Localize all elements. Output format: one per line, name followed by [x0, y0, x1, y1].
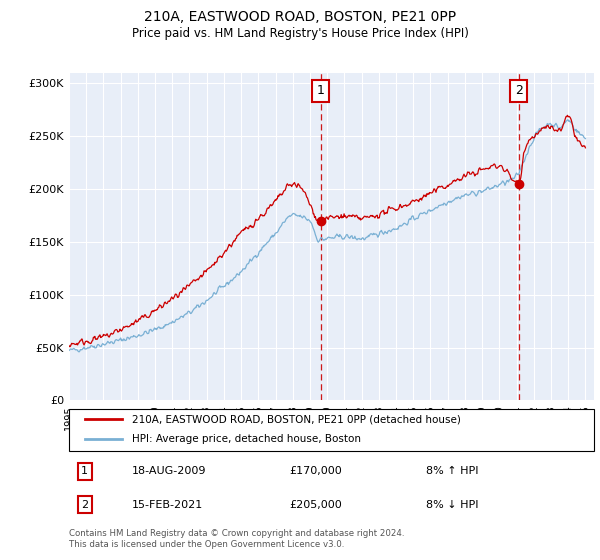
Text: Contains HM Land Registry data © Crown copyright and database right 2024.
This d: Contains HM Land Registry data © Crown c…: [69, 529, 404, 549]
Text: 210A, EASTWOOD ROAD, BOSTON, PE21 0PP (detached house): 210A, EASTWOOD ROAD, BOSTON, PE21 0PP (d…: [132, 414, 461, 424]
Text: £170,000: £170,000: [290, 466, 342, 476]
Text: 210A, EASTWOOD ROAD, BOSTON, PE21 0PP: 210A, EASTWOOD ROAD, BOSTON, PE21 0PP: [144, 10, 456, 24]
Text: 2: 2: [81, 500, 88, 510]
Text: HPI: Average price, detached house, Boston: HPI: Average price, detached house, Bost…: [132, 434, 361, 444]
Text: 2: 2: [515, 84, 523, 97]
Text: £205,000: £205,000: [290, 500, 342, 510]
Text: 1: 1: [317, 84, 325, 97]
Text: Price paid vs. HM Land Registry's House Price Index (HPI): Price paid vs. HM Land Registry's House …: [131, 27, 469, 40]
Text: 18-AUG-2009: 18-AUG-2009: [132, 466, 206, 476]
Text: 8% ↓ HPI: 8% ↓ HPI: [426, 500, 479, 510]
Text: 15-FEB-2021: 15-FEB-2021: [132, 500, 203, 510]
Text: 1: 1: [81, 466, 88, 476]
Text: 8% ↑ HPI: 8% ↑ HPI: [426, 466, 479, 476]
